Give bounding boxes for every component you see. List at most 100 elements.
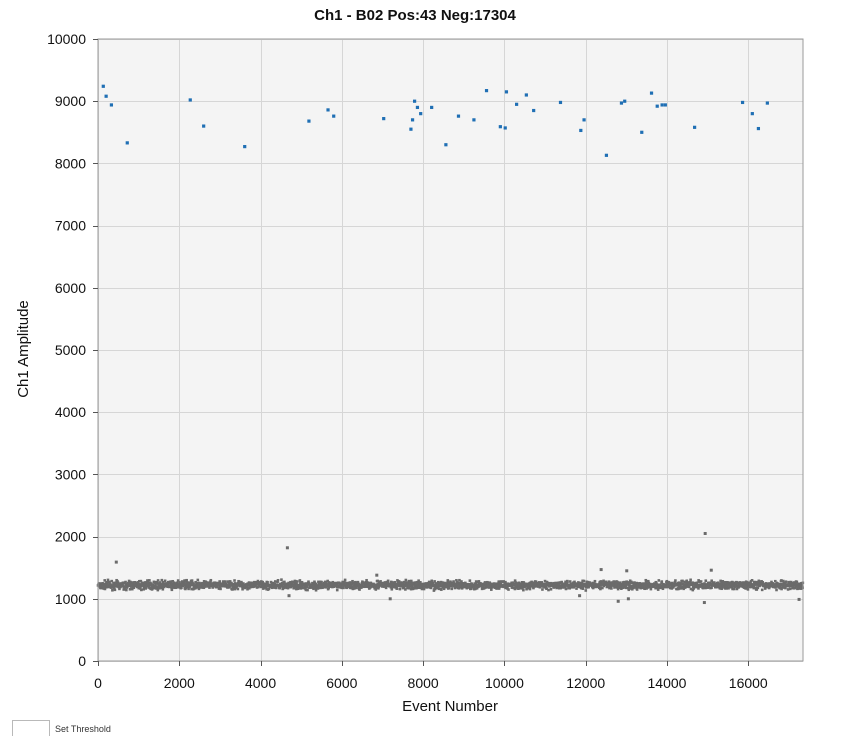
negative-droplet	[551, 583, 555, 587]
negative-droplet	[256, 582, 259, 586]
negative-droplet	[498, 585, 501, 589]
negative-droplet	[473, 586, 476, 589]
negative-droplet	[499, 580, 503, 583]
negative-droplet	[755, 583, 759, 586]
negative-droplet	[784, 586, 787, 590]
positive-droplet	[663, 103, 667, 107]
negative-droplet	[289, 583, 293, 586]
negative-droplet	[459, 585, 462, 589]
negative-droplet	[161, 587, 165, 591]
negative-droplet	[235, 586, 238, 589]
negative-droplet	[412, 587, 416, 590]
negative-droplet	[306, 588, 309, 592]
x-tick-label: 10000	[485, 675, 524, 691]
positive-droplet	[532, 108, 536, 113]
negative-droplet	[415, 586, 419, 590]
negative-droplet	[682, 587, 685, 591]
negative-droplet	[416, 580, 419, 584]
negative-droplet	[124, 580, 127, 584]
negative-droplet	[180, 586, 183, 590]
y-tick-label: 4000	[55, 404, 86, 420]
negative-droplet	[655, 581, 658, 585]
negative-droplet	[313, 586, 317, 590]
negative-droplet	[507, 588, 510, 591]
positive-droplet	[104, 94, 108, 98]
positive-droplet	[515, 102, 519, 106]
negative-droplet	[341, 582, 344, 586]
negative-droplet	[202, 580, 206, 583]
negative-droplet	[139, 587, 142, 590]
negative-droplet	[195, 583, 199, 587]
positive-droplet	[188, 98, 192, 102]
negative-droplet	[379, 580, 382, 583]
positive-droplet	[640, 130, 644, 134]
negative-droplet	[114, 560, 118, 564]
negative-droplet	[138, 585, 142, 588]
negative-droplet	[598, 582, 601, 586]
negative-droplet	[441, 581, 444, 584]
negative-droplet	[689, 578, 692, 582]
negative-droplet	[698, 580, 701, 583]
negative-droplet	[357, 582, 360, 586]
negative-droplet	[647, 581, 651, 585]
negative-droplet	[761, 580, 764, 584]
set-threshold-checkbox[interactable]	[12, 720, 50, 736]
negative-droplet	[582, 579, 586, 583]
y-tick-label: 5000	[55, 342, 86, 358]
negative-droplet	[141, 583, 145, 587]
negative-droplet	[169, 580, 173, 583]
negative-droplet	[147, 585, 151, 588]
positive-droplets	[101, 84, 769, 157]
negative-droplet	[243, 586, 247, 590]
negative-droplet	[725, 587, 728, 590]
negative-droplet	[564, 584, 567, 588]
negative-droplet	[396, 584, 400, 587]
negative-droplet	[344, 583, 348, 587]
negative-droplet	[771, 582, 774, 585]
negative-droplet	[325, 581, 328, 585]
negative-droplet	[513, 587, 517, 591]
negative-droplet	[767, 582, 771, 585]
negative-droplet	[474, 587, 477, 591]
negative-droplet	[135, 583, 139, 587]
positive-droplet	[765, 101, 769, 105]
negative-droplet	[560, 580, 563, 584]
x-tick-label: 16000	[729, 675, 768, 691]
negative-droplet	[689, 587, 693, 591]
negative-droplet	[280, 585, 284, 588]
negative-droplet	[745, 585, 749, 589]
negative-droplet	[573, 580, 576, 584]
negative-droplet	[657, 579, 661, 582]
negative-droplet	[264, 582, 268, 586]
negative-droplet	[393, 580, 397, 584]
positive-droplet	[125, 141, 129, 145]
negative-droplet	[719, 579, 722, 583]
positive-droplet	[655, 104, 659, 108]
negative-droplet	[532, 586, 535, 590]
negative-droplet	[111, 588, 114, 592]
negative-droplet	[215, 581, 218, 585]
negative-droplet	[183, 579, 186, 582]
negative-droplet	[133, 583, 136, 586]
negative-droplet	[625, 586, 629, 590]
negative-droplet	[262, 582, 265, 585]
negative-droplet	[465, 582, 468, 586]
negative-droplet	[801, 584, 804, 588]
negative-droplet	[353, 586, 357, 590]
negative-droplet	[282, 585, 286, 589]
negative-droplet	[389, 586, 393, 589]
negative-droplet	[314, 582, 318, 586]
negative-droplet	[342, 586, 345, 590]
negative-droplet	[185, 578, 188, 582]
negative-droplet	[697, 587, 700, 590]
negative-droplet	[115, 581, 118, 585]
negative-droplet	[320, 580, 323, 584]
negative-droplet	[752, 585, 756, 588]
negative-droplet	[383, 581, 387, 584]
positive-droplet	[430, 105, 434, 110]
x-axis-label: Event Number	[402, 698, 498, 715]
negative-droplet	[183, 582, 187, 586]
negative-droplet	[390, 587, 394, 591]
negative-droplet	[704, 579, 708, 582]
negative-droplet	[314, 588, 318, 592]
